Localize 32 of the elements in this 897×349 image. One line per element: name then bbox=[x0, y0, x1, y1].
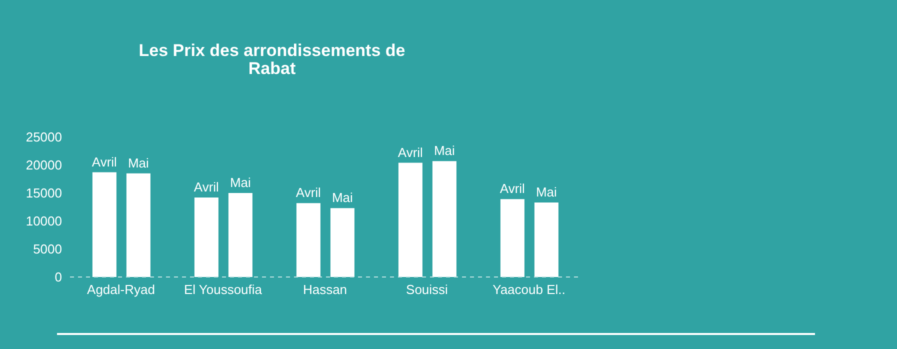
bar bbox=[296, 203, 320, 277]
text: Mai bbox=[536, 184, 557, 200]
text: Avril bbox=[500, 181, 525, 196]
y-tick-label: 5000 bbox=[33, 242, 62, 257]
text: Mai bbox=[332, 190, 353, 206]
text: Avril bbox=[194, 179, 219, 194]
bar bbox=[500, 199, 524, 277]
bar bbox=[398, 162, 422, 277]
y-tick-label: 20000 bbox=[26, 158, 62, 173]
x-tick-label: Souissi bbox=[406, 282, 448, 298]
x-tick-label: El Youssoufia bbox=[184, 282, 263, 298]
x-tick-label: Agdal-Ryad bbox=[87, 282, 155, 298]
text: Mai bbox=[230, 175, 251, 190]
bar bbox=[92, 172, 116, 277]
x-tick-label: Hassan bbox=[302, 282, 348, 298]
bar bbox=[432, 161, 456, 277]
y-tick-label: 15000 bbox=[26, 186, 62, 201]
series-label: Mai bbox=[128, 155, 150, 170]
y-tick-label: 10000 bbox=[26, 214, 62, 229]
text: Avril bbox=[92, 154, 117, 170]
bar bbox=[228, 193, 252, 277]
bar bbox=[194, 197, 218, 277]
bar bbox=[534, 202, 558, 277]
x-tick-label: Yaacoub El.. bbox=[492, 282, 566, 298]
text: Mai bbox=[434, 143, 455, 158]
bar bbox=[126, 173, 150, 277]
text: Avril bbox=[398, 144, 423, 160]
y-tick-label: 0 bbox=[54, 270, 62, 285]
y-tick-label: 25000 bbox=[26, 130, 62, 145]
bar bbox=[330, 208, 354, 277]
chart-title: Les Prix des arrondissements de Rabat bbox=[138, 41, 406, 78]
series-label: Avril bbox=[296, 185, 322, 200]
